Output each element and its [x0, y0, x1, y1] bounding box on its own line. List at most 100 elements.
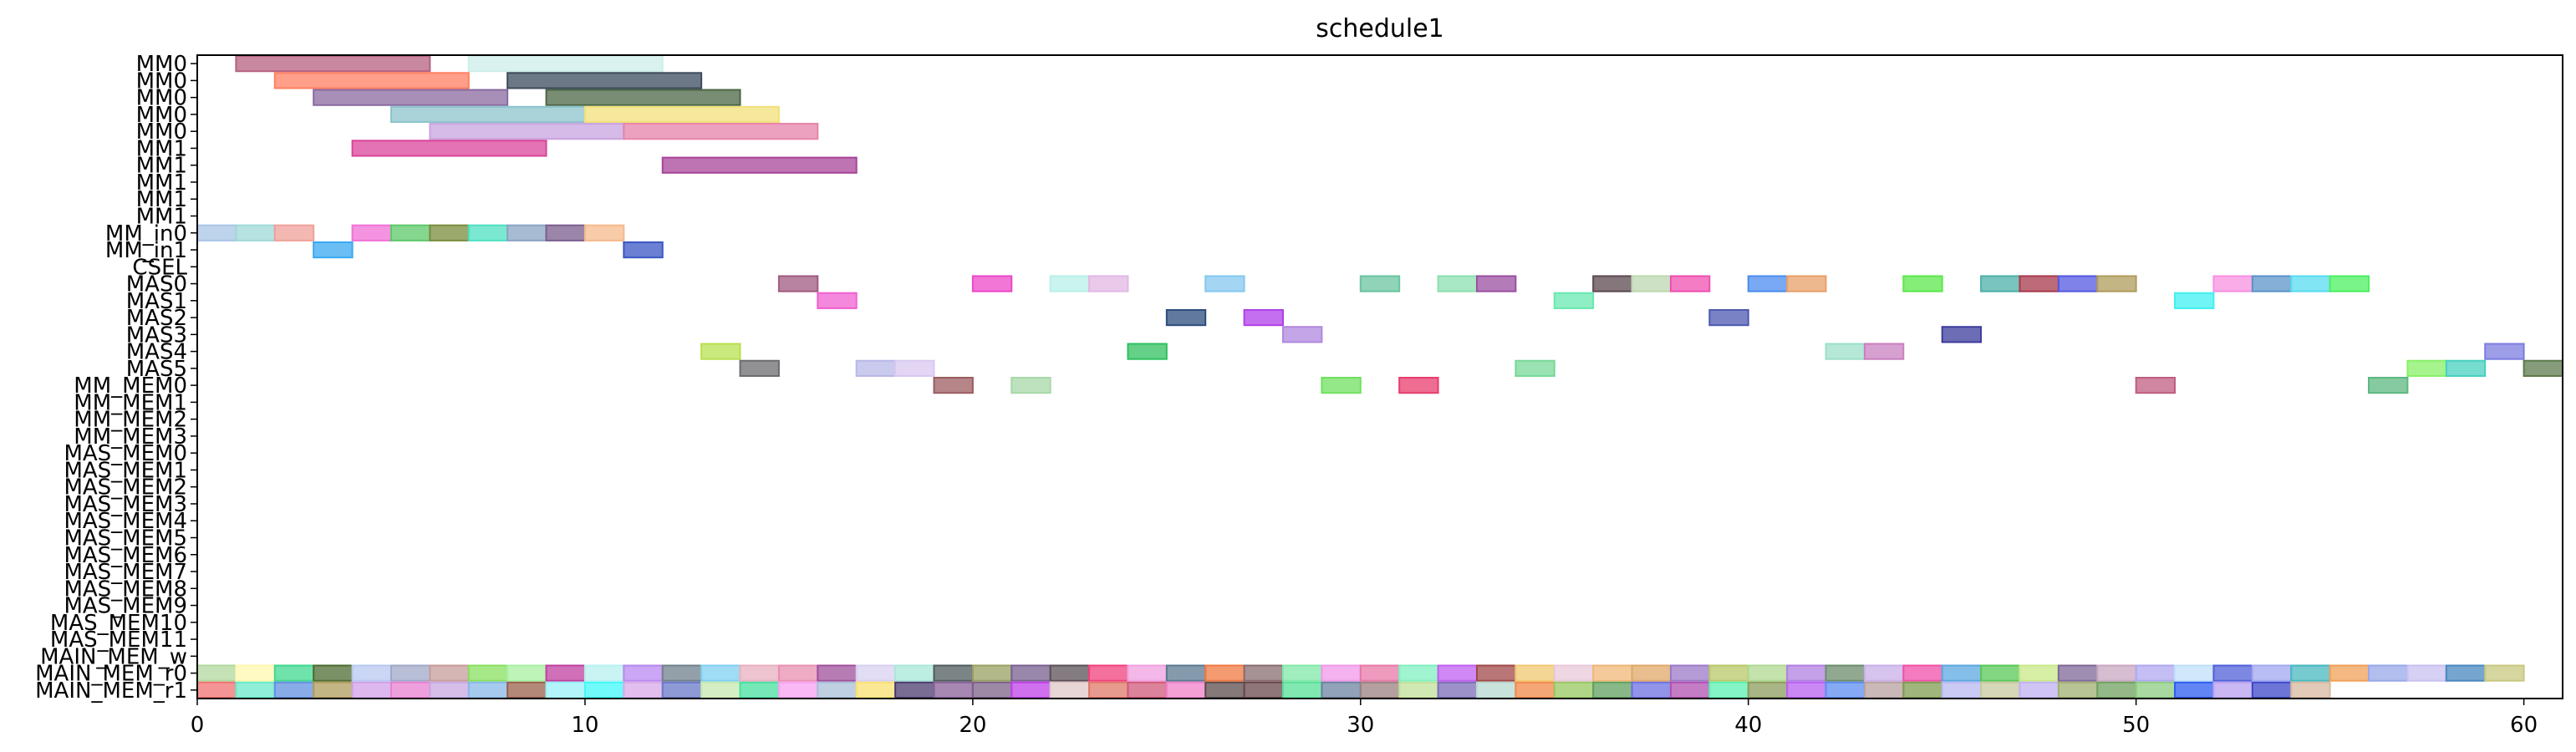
y-tick-label: MM_MEM2: [74, 408, 187, 433]
task-bar-main-mem-r0: [583, 664, 625, 682]
x-tick-label: 40: [1734, 713, 1762, 738]
task-bar-main-mem-r0: [429, 664, 470, 682]
task-bar-main-mem-r1: [2212, 681, 2253, 699]
y-tick-label: MM1: [136, 187, 187, 212]
task-bar-main-mem-r0: [1011, 664, 1051, 682]
task-bar: [429, 123, 625, 140]
task-bar-main-mem-r1: [507, 681, 547, 699]
task-bar-main-mem-r1: [817, 681, 858, 699]
task-bar-main-mem-r1: [623, 681, 664, 699]
task-bar-main-mem-r0: [1592, 664, 1633, 682]
task-bar-main-mem-r0: [2251, 664, 2293, 682]
task-bar-main-mem-r1: [1359, 681, 1401, 699]
task-bar-main-mem-r0: [2096, 664, 2137, 682]
task-bar: [971, 275, 1013, 292]
task-bar: [583, 105, 780, 124]
task-bar: [2057, 275, 2099, 292]
task-bar: [1127, 343, 1168, 360]
task-bar: [1553, 292, 1595, 309]
task-bar-main-mem-r1: [1669, 681, 1711, 699]
task-bar-main-mem-r1: [1127, 681, 1168, 699]
task-bar: [2290, 275, 2331, 292]
task-bar-main-mem-r1: [1282, 681, 1323, 699]
task-bar-main-mem-r0: [2212, 664, 2253, 682]
y-tick-label: MAS_MEM0: [64, 441, 187, 466]
task-bar: [429, 224, 470, 241]
task-bar: [235, 55, 431, 73]
task-bar: [2212, 275, 2253, 292]
task-bar: [545, 89, 741, 106]
task-bar-main-mem-r0: [2329, 664, 2370, 682]
task-bar-main-mem-r1: [777, 681, 819, 699]
task-bar-main-mem-r1: [2019, 681, 2059, 699]
task-bar-main-mem-r1: [894, 681, 935, 699]
y-tick-label: MAS_MEM8: [64, 577, 187, 602]
task-bar: [2445, 359, 2487, 377]
y-tick-label: MAS_MEM2: [64, 475, 187, 500]
task-bar: [583, 224, 625, 241]
task-bar-main-mem-r1: [2174, 681, 2215, 699]
task-bar-main-mem-r0: [1475, 664, 1517, 682]
task-bar-main-mem-r1: [545, 681, 586, 699]
task-bar-main-mem-r0: [1437, 664, 1478, 682]
task-bar-main-mem-r1: [971, 681, 1013, 699]
x-axis: 0 10 20 30 40 50 60: [191, 699, 2538, 738]
task-bar-main-mem-r0: [2057, 664, 2099, 682]
task-bar-main-mem-r0: [1863, 664, 1905, 682]
task-bar: [2523, 359, 2563, 377]
task-bar-main-mem-r0: [2368, 664, 2409, 682]
task-bar: [2406, 359, 2447, 377]
task-bar-main-mem-r1: [1321, 681, 1362, 699]
task-bar-main-mem-r0: [2135, 664, 2176, 682]
y-tick-label: MM_MEM3: [74, 424, 187, 450]
y-tick-label: MM0: [136, 69, 187, 94]
task-bar: [1321, 377, 1362, 394]
task-bar-main-mem-r0: [623, 664, 664, 682]
y-tick-label: MM0: [136, 86, 187, 111]
task-bar: [2135, 377, 2176, 394]
task-bar: [894, 359, 935, 377]
task-bar-main-mem-r1: [1708, 681, 1749, 699]
task-bar-main-mem-r0: [1747, 664, 1789, 682]
y-tick-label: MAIN_MEM_w: [40, 644, 187, 669]
task-bar: [507, 224, 547, 241]
task-bar-main-mem-r1: [1863, 681, 1905, 699]
task-bar: [933, 377, 974, 394]
task-bar-main-mem-r0: [1127, 664, 1168, 682]
task-bar-main-mem-r1: [1437, 681, 1478, 699]
task-bar-main-mem-r0: [1786, 664, 1827, 682]
task-bar-main-mem-r0: [2406, 664, 2447, 682]
task-bar: [1475, 275, 1517, 292]
task-bar-main-mem-r0: [1708, 664, 1749, 682]
task-bar: [1049, 275, 1091, 292]
task-bar: [1282, 326, 1323, 343]
task-bar-main-mem-r1: [196, 681, 237, 699]
task-bar: [855, 359, 897, 377]
y-tick-label: MM1: [136, 154, 187, 179]
task-bar: [313, 89, 509, 106]
task-bar: [623, 123, 819, 140]
task-bar-main-mem-r1: [1786, 681, 1827, 699]
x-tick-label: 30: [1347, 713, 1374, 738]
task-bar-main-mem-r1: [661, 681, 703, 699]
task-bar-main-mem-r0: [2290, 664, 2331, 682]
task-bar: [1088, 275, 1129, 292]
task-bar-main-mem-r1: [1902, 681, 1943, 699]
y-tick-label: MAS_MEM10: [50, 611, 187, 636]
y-tick-label: MAS0: [126, 272, 187, 297]
task-bar: [1359, 275, 1401, 292]
task-bar: [1786, 275, 1827, 292]
y-tick-label: MM_in0: [105, 221, 187, 246]
task-bar: [1515, 359, 1555, 377]
task-bar-main-mem-r0: [1669, 664, 1711, 682]
task-bar-main-mem-r0: [1359, 664, 1401, 682]
task-bar-main-mem-r0: [507, 664, 547, 682]
task-bar-main-mem-r1: [1165, 681, 1207, 699]
task-bar: [817, 292, 858, 309]
task-bar: [623, 241, 664, 259]
task-bar-main-mem-r0: [1553, 664, 1595, 682]
task-bar: [351, 140, 547, 157]
task-bar: [2484, 343, 2525, 360]
y-tick-label: MM0: [136, 52, 187, 77]
